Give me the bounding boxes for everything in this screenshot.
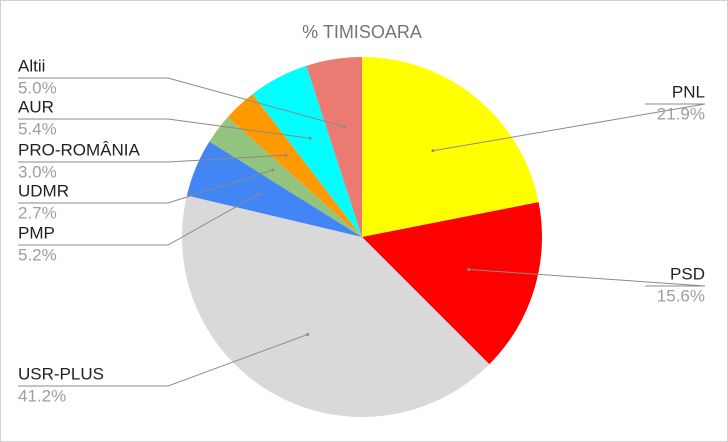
legend-label: UDMR <box>18 181 69 200</box>
chart-title: % TIMISOARA <box>302 22 422 42</box>
leader-line <box>468 268 706 287</box>
value-label: 15.6% <box>657 286 705 305</box>
pie-slice <box>362 202 543 365</box>
value-label: 5.0% <box>18 78 57 97</box>
leader-dot <box>431 149 435 153</box>
leader-dot <box>467 267 471 271</box>
leader-line <box>18 333 308 387</box>
pie-slice <box>209 117 362 237</box>
leader-dot <box>284 153 288 157</box>
pie-slice <box>227 94 362 237</box>
leader-line <box>18 154 287 163</box>
value-label: 5.2% <box>18 245 57 264</box>
legend-label: AUR <box>18 97 54 116</box>
legend-label: PSD <box>670 264 705 283</box>
leader-line <box>18 193 260 246</box>
value-label: 5.4% <box>18 119 57 138</box>
legend-label: Altii <box>18 56 45 75</box>
leader-line <box>432 103 706 152</box>
pie-slice <box>186 141 362 237</box>
value-label: 41.2% <box>18 386 66 405</box>
value-label: 2.7% <box>18 203 57 222</box>
legend-label: USR-PLUS <box>18 364 104 383</box>
leader-line <box>18 77 345 128</box>
value-label: 3.0% <box>18 162 57 181</box>
leader-dot <box>306 332 310 336</box>
leader-dot <box>343 125 347 129</box>
leader-line <box>18 118 311 139</box>
leader-line <box>18 169 273 204</box>
pie-slice <box>181 195 490 418</box>
pie-slice <box>306 57 362 237</box>
pie-slice <box>362 57 539 237</box>
leader-dot <box>257 192 261 196</box>
leader-dot <box>271 168 275 172</box>
legend-label: PNL <box>672 82 705 101</box>
legend-label: PMP <box>18 223 55 242</box>
leader-dot <box>308 136 312 140</box>
legend-label: PRO-ROMÂNIA <box>18 140 141 159</box>
value-label: 21.9% <box>657 104 705 123</box>
